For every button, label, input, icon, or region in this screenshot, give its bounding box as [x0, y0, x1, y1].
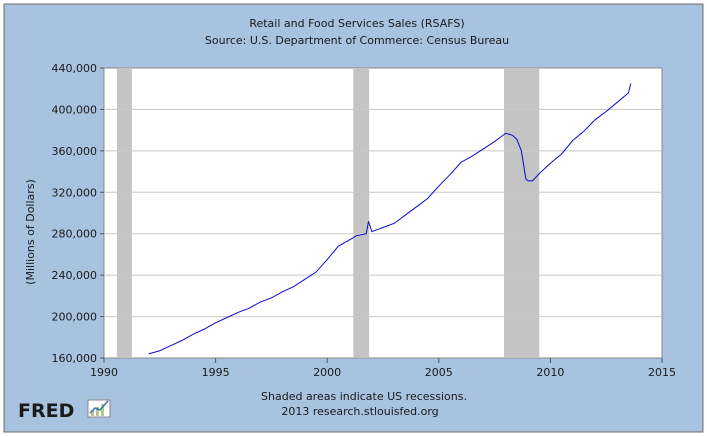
x-tick-label: 1990: [90, 366, 118, 379]
recession-note: Shaded areas indicate US recessions.: [261, 390, 467, 403]
recession-band: [353, 68, 370, 358]
chart-title: Retail and Food Services Sales (RSAFS): [249, 17, 464, 30]
y-tick-label: 200,000: [52, 311, 98, 324]
recession-band: [116, 68, 132, 358]
x-tick-label: 2005: [425, 366, 453, 379]
fred-logo: FRED: [18, 399, 111, 422]
x-tick-label: 2000: [313, 366, 341, 379]
chart-subtitle: Source: U.S. Department of Commerce: Cen…: [205, 34, 509, 47]
recession-bands: [116, 68, 540, 358]
y-tick-label: 280,000: [52, 228, 98, 241]
x-tick-label: 2010: [536, 366, 564, 379]
y-tick-label: 360,000: [52, 145, 98, 158]
y-axis-label: (Millions of Dollars): [24, 179, 37, 285]
x-tick-label: 2015: [648, 366, 676, 379]
source-note: 2013 research.stlouisfed.org: [281, 405, 438, 418]
grid-lines: [104, 108, 662, 318]
y-tick-label: 160,000: [52, 352, 98, 365]
y-tick-label: 400,000: [52, 103, 98, 116]
y-axis-ticks: 160,000 200,000 240,000 280,000 320,000 360,0…: [52, 62, 104, 365]
y-tick-label: 240,000: [52, 269, 98, 282]
recession-band: [503, 68, 540, 358]
y-tick-label: 320,000: [52, 186, 98, 199]
series-group: [148, 83, 632, 355]
series-line: [148, 83, 632, 355]
x-tick-label: 1995: [202, 366, 230, 379]
fred-logo-text: FRED: [18, 400, 74, 422]
x-axis-ticks: 1990 1995 2000 2005 2010 2015: [90, 358, 676, 379]
plot-area: [103, 67, 663, 359]
y-tick-label: 440,000: [52, 62, 98, 75]
fred-logo-chart-icon: [87, 399, 111, 418]
